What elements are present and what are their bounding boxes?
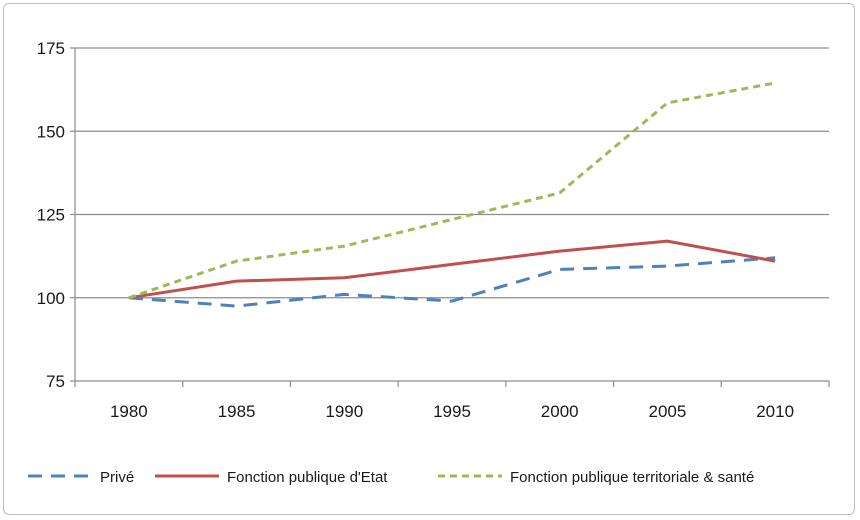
legend-label-1: Fonction publique d'Etat — [227, 469, 388, 486]
x-tick-label-1980: 1980 — [110, 402, 148, 421]
series-line-0 — [128, 256, 776, 308]
legend-label-0: Privé — [100, 469, 134, 486]
y-tick-labels: 75 100 125 150 175 — [37, 39, 65, 391]
axes — [70, 47, 830, 387]
series-line-1 — [128, 239, 776, 300]
y-tick-label-175: 175 — [37, 39, 65, 58]
series-line-2 — [128, 81, 776, 300]
x-tick-label-2000: 2000 — [541, 402, 579, 421]
y-tick-label-75: 75 — [46, 372, 65, 391]
legend: Privé Fonction publique d'Etat Fonction pu… — [28, 469, 754, 486]
x-tick-labels: 1980 1985 1990 1995 2000 2005 2010 — [110, 402, 794, 421]
grid-lines — [75, 47, 829, 299]
y-tick-label-100: 100 — [37, 289, 65, 308]
legend-label-2: Fonction publique territoriale & santé — [510, 469, 754, 486]
x-tick-label-2005: 2005 — [649, 402, 687, 421]
x-tick-label-2010: 2010 — [756, 402, 794, 421]
chart-frame — [3, 3, 855, 515]
x-tick-label-1985: 1985 — [218, 402, 256, 421]
x-tick-label-1995: 1995 — [433, 402, 471, 421]
y-tick-label-150: 150 — [37, 122, 65, 141]
series-lines — [128, 81, 776, 308]
y-tick-label-125: 125 — [37, 206, 65, 225]
x-tick-label-1990: 1990 — [325, 402, 363, 421]
